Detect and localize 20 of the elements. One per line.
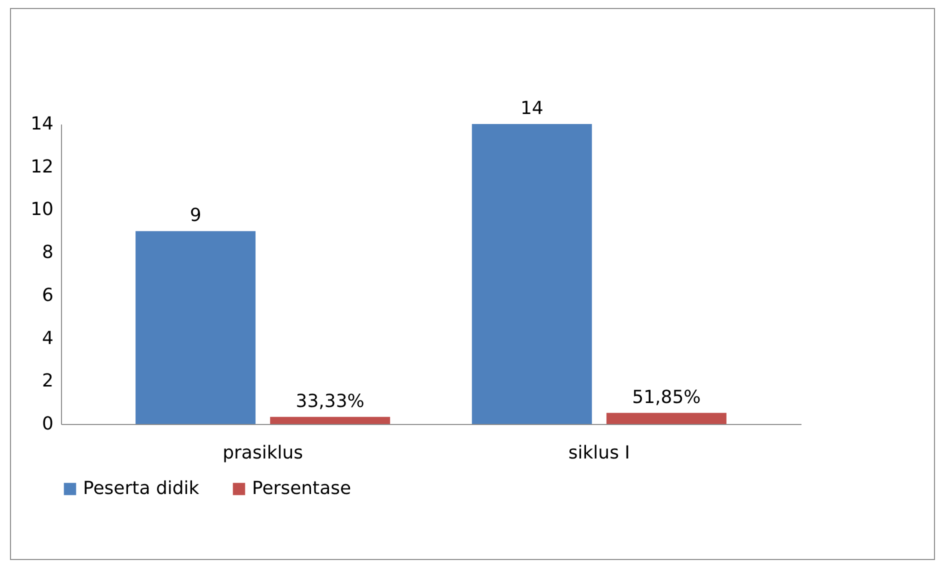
y-tick-label: 10 xyxy=(30,199,54,220)
y-tick-label: 8 xyxy=(42,242,54,264)
bar xyxy=(136,231,256,424)
legend-label: Peserta didik xyxy=(83,478,200,499)
y-tick-label: 4 xyxy=(42,328,54,349)
y-tick-label: 2 xyxy=(42,370,54,392)
data-label: 51,85% xyxy=(632,386,701,408)
y-tick-label: 6 xyxy=(42,284,54,306)
data-label: 9 xyxy=(190,205,202,226)
x-tick-label: prasiklus xyxy=(222,442,304,464)
y-tick-label: 12 xyxy=(30,156,54,178)
legend-label: Persentase xyxy=(252,478,352,499)
y-tick-label: 0 xyxy=(42,414,54,434)
bar xyxy=(606,412,726,424)
data-label: 14 xyxy=(520,98,544,119)
x-tick-label: siklus I xyxy=(568,442,630,464)
bar xyxy=(270,416,390,424)
y-tick-label: 14 xyxy=(30,114,54,134)
bar xyxy=(472,124,592,424)
data-label: 33,33% xyxy=(296,390,364,412)
